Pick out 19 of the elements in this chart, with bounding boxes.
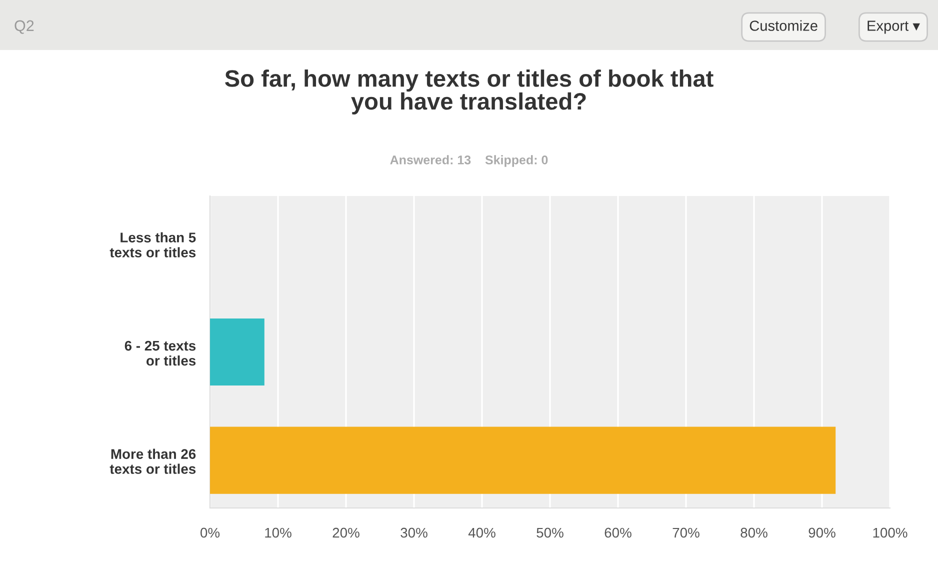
x-tick-label: 50% [536,528,564,538]
chart-subtitle: Answered: 13 Skipped: 0 [390,155,548,167]
x-tick-label: 40% [468,528,496,538]
text: Export ▾ [868,20,920,34]
x-tick-label: 80% [740,528,768,538]
x-tick-label: 10% [265,528,292,538]
y-tick-label: More than 26 texts or titles [110,448,196,474]
x-tick-label: 0% [200,528,220,538]
text: Customize [750,20,818,31]
y-tick-label: Less than 5 texts or titles [110,232,196,258]
y-tick-label: 6 - 25 texts or titles [124,340,196,366]
x-tick-label: 60% [604,528,632,538]
x-tick-label: 70% [672,528,700,538]
text: Q2 [14,20,34,34]
x-tick-label: 100% [873,528,908,538]
chart-title: So far, how many texts or titles of book that you have translated? [225,70,714,114]
x-tick-label: 20% [332,528,360,538]
x-tick-label: 90% [808,528,836,538]
x-tick-label: 30% [400,528,428,538]
